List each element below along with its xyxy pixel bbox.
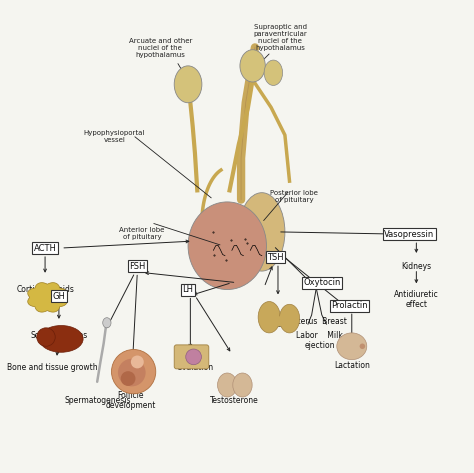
Ellipse shape (258, 301, 280, 333)
Ellipse shape (218, 373, 237, 397)
Text: Arcuate and other
nuclei of the
hypothalamus: Arcuate and other nuclei of the hypothal… (128, 38, 192, 58)
Text: Lactation: Lactation (334, 361, 370, 370)
Ellipse shape (239, 193, 285, 271)
Text: Uterus  Breast: Uterus Breast (292, 317, 347, 326)
Text: Posterior lobe
of pituitary: Posterior lobe of pituitary (270, 190, 318, 203)
Ellipse shape (264, 60, 283, 86)
Ellipse shape (174, 66, 202, 103)
Text: Bone and tissue growth: Bone and tissue growth (7, 363, 97, 372)
Ellipse shape (233, 373, 252, 397)
Text: Spermatogenesis: Spermatogenesis (65, 395, 131, 404)
Text: GH: GH (53, 292, 65, 301)
Circle shape (360, 343, 365, 349)
FancyBboxPatch shape (174, 345, 209, 369)
Text: Antidiuretic
effect: Antidiuretic effect (394, 289, 439, 309)
Text: Hypophysioportal
vessel: Hypophysioportal vessel (83, 131, 145, 143)
Text: Oxytocin: Oxytocin (303, 278, 340, 287)
Ellipse shape (39, 325, 83, 352)
Text: LH: LH (182, 285, 193, 294)
Polygon shape (28, 283, 67, 312)
Text: ACTH: ACTH (34, 244, 56, 253)
Text: Follicle
development: Follicle development (105, 391, 155, 411)
Ellipse shape (273, 316, 285, 326)
Text: Prolactin: Prolactin (331, 301, 368, 310)
Ellipse shape (337, 333, 367, 359)
Circle shape (186, 349, 201, 365)
Circle shape (131, 356, 144, 368)
Ellipse shape (103, 318, 111, 328)
Ellipse shape (188, 202, 266, 289)
Text: FSH: FSH (129, 262, 146, 271)
Text: Supraoptic and
paraventricular
nuclei of the
hypothalamus: Supraoptic and paraventricular nuclei of… (254, 24, 307, 52)
Ellipse shape (279, 304, 300, 333)
Circle shape (118, 359, 146, 386)
Text: TSH: TSH (267, 253, 284, 262)
Circle shape (111, 350, 156, 394)
Text: Testosterone: Testosterone (210, 395, 258, 404)
Ellipse shape (37, 328, 55, 346)
Text: Anterior lobe
of pituitary: Anterior lobe of pituitary (119, 227, 164, 240)
Text: Kidneys: Kidneys (401, 262, 431, 271)
Text: Ovulation: Ovulation (176, 363, 213, 372)
Text: Corticosteroids: Corticosteroids (16, 285, 74, 294)
Text: Thyroxin: Thyroxin (262, 320, 294, 329)
Circle shape (121, 371, 136, 386)
Text: Somatomedins: Somatomedins (30, 331, 88, 340)
Text: Vasopressin: Vasopressin (384, 230, 435, 239)
Text: Labor    Milk
ejection: Labor Milk ejection (296, 331, 343, 350)
Ellipse shape (240, 50, 265, 82)
